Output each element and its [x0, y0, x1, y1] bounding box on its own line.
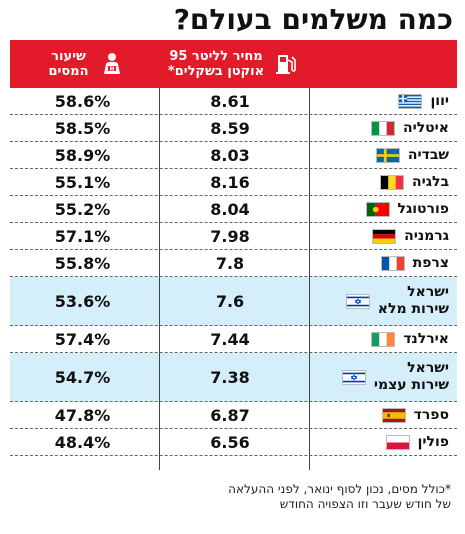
country-cell: בלגיה	[305, 169, 457, 195]
country-name-line-2: שירות עצמי	[373, 377, 449, 393]
country-name: אירלנד	[403, 330, 449, 347]
country-name: ספרד	[413, 406, 449, 423]
country-cell: איטליה	[305, 115, 457, 141]
country-name-line-2: שירות מלא	[377, 301, 449, 317]
country-cell: יוון	[305, 88, 457, 114]
fuel-pump-icon	[275, 55, 296, 74]
price-cell: 6.87	[210, 405, 250, 425]
header-price-column: מחיר לליטר 95 אוקטן בשקלים*	[155, 40, 305, 88]
header-tax-column: ₪ שיעור המסים	[10, 40, 155, 88]
person-paying-icon: ₪	[103, 53, 120, 74]
germany-flag-icon	[372, 228, 397, 244]
table-row: פורטוגל 8.04 55.2%	[10, 196, 457, 223]
country-cell: צרפת	[305, 250, 457, 276]
country-name: ישראל שירות מלא	[378, 284, 449, 318]
country-name: פורטוגל	[397, 200, 449, 217]
country-name: גרמניה	[404, 227, 449, 244]
column-divider	[309, 88, 310, 470]
portugal-flag-icon	[365, 201, 390, 217]
footnote: *כולל מסים, נכון לסוף ינואר, לפני ההעלאה…	[14, 482, 451, 512]
country-name: יוון	[430, 92, 449, 109]
column-divider	[159, 88, 160, 470]
tax-rate-cell: 55.8%	[54, 253, 111, 273]
footnote-line-2: של חודש שעבר וזו הצפויה החודש	[279, 497, 451, 511]
table-row: בלגיה 8.16 55.1%	[10, 169, 457, 196]
tax-rate-cell: 57.1%	[54, 226, 111, 246]
country-name-line-1: ישראל	[407, 284, 449, 300]
sweden-flag-icon	[375, 147, 400, 163]
tax-rate-cell: 55.2%	[54, 199, 111, 219]
table-header: מחיר לליטר 95 אוקטן בשקלים* ₪ שיעור המסי…	[10, 40, 457, 88]
israel-flag-icon	[345, 293, 370, 309]
price-cell: 7.98	[210, 226, 250, 246]
price-cell: 7.6	[215, 291, 245, 311]
tax-rate-cell: 55.1%	[54, 172, 111, 192]
price-cell: 8.61	[210, 91, 250, 111]
table-row: יוון 8.61 58.6%	[10, 88, 457, 115]
table-row: אירלנד 7.44 57.4%	[10, 326, 457, 353]
country-name: שבדיה	[407, 146, 449, 163]
header-tax-label: שיעור המסים	[48, 49, 89, 79]
country-cell: אירלנד	[305, 326, 457, 352]
price-cell: 8.16	[210, 172, 250, 192]
tax-rate-cell: 58.9%	[54, 145, 111, 165]
price-cell: 8.04	[210, 199, 250, 219]
country-name: בלגיה	[411, 173, 449, 190]
country-name-line-1: ישראל	[407, 360, 449, 376]
country-name: ישראל שירות עצמי	[374, 360, 449, 394]
tax-rate-cell: 48.4%	[54, 432, 111, 452]
price-cell: 7.8	[215, 253, 245, 273]
country-cell: גרמניה	[305, 223, 457, 249]
country-cell: פולין	[305, 429, 457, 455]
country-cell: שבדיה	[305, 142, 457, 168]
greece-flag-icon	[398, 93, 423, 109]
spain-flag-icon	[381, 407, 406, 423]
belgium-flag-icon	[379, 174, 404, 190]
ireland-flag-icon	[371, 331, 396, 347]
table-row: גרמניה 7.98 57.1%	[10, 223, 457, 250]
table-row: איטליה 8.59 58.5%	[10, 115, 457, 142]
tax-rate-cell: 47.8%	[54, 405, 111, 425]
country-name: צרפת	[412, 254, 449, 271]
tax-rate-cell: 57.4%	[54, 329, 111, 349]
header-price-label: מחיר לליטר 95 אוקטן בשקלים*	[167, 49, 265, 79]
footnote-line-1: *כולל מסים, נכון לסוף ינואר, לפני ההעלאה	[228, 482, 451, 496]
israel-flag-icon	[341, 369, 366, 385]
country-name: פולין	[417, 433, 449, 450]
france-flag-icon	[380, 255, 405, 271]
header-country-column	[305, 40, 457, 88]
country-cell: ישראל שירות עצמי	[305, 353, 457, 401]
tax-rate-cell: 53.6%	[54, 291, 111, 311]
table-body: יוון 8.61 58.6% איטליה 8.59 58.5% שבדיה 8.03 58.…	[10, 88, 457, 456]
price-cell: 8.59	[210, 118, 250, 138]
svg-text:₪: ₪	[109, 67, 114, 73]
table-row: שבדיה 8.03 58.9%	[10, 142, 457, 169]
page-title: כמה משלמים בעולם?	[173, 3, 453, 36]
table-row: פולין 6.56 48.4%	[10, 429, 457, 456]
tax-rate-cell: 58.6%	[54, 91, 111, 111]
poland-flag-icon	[385, 434, 410, 450]
price-cell: 7.38	[210, 367, 250, 387]
table-row: ישראל שירות מלא 7.6 53.6%	[10, 277, 457, 326]
table-row: ספרד 6.87 47.8%	[10, 402, 457, 429]
country-cell: ישראל שירות מלא	[305, 277, 457, 325]
italy-flag-icon	[370, 120, 395, 136]
country-name: איטליה	[402, 119, 449, 136]
table-row: צרפת 7.8 55.8%	[10, 250, 457, 277]
country-cell: ספרד	[305, 402, 457, 428]
fuel-price-table: מחיר לליטר 95 אוקטן בשקלים* ₪ שיעור המסי…	[10, 40, 457, 456]
price-cell: 6.56	[210, 432, 250, 452]
price-cell: 8.03	[210, 145, 250, 165]
tax-rate-cell: 54.7%	[54, 367, 111, 387]
price-cell: 7.44	[210, 329, 250, 349]
country-cell: פורטוגל	[305, 196, 457, 222]
tax-rate-cell: 58.5%	[54, 118, 111, 138]
table-row: ישראל שירות עצמי 7.38 54.7%	[10, 353, 457, 402]
